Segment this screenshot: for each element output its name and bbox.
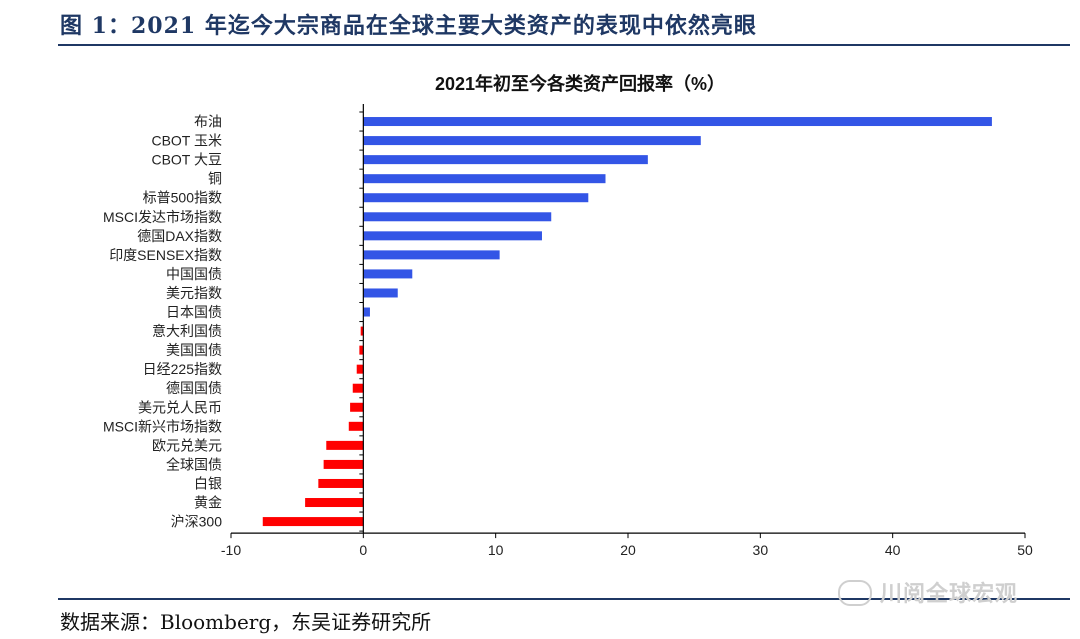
source-rule <box>58 598 1070 600</box>
bar <box>363 136 701 146</box>
bar <box>363 117 992 127</box>
category-label: 日经225指数 <box>143 361 222 377</box>
category-label: 全球国债 <box>166 456 222 472</box>
title-rule <box>58 44 1070 46</box>
chart-title: 2021年初至今各类资产回报率（%） <box>435 73 725 94</box>
bar-chart: 2021年初至今各类资产回报率（%） 布油 CBOT 玉米 CBOT 大豆铜标普50… <box>103 73 1033 558</box>
axes <box>230 104 1026 539</box>
x-tick-label: 20 <box>620 542 636 558</box>
watermark-text: 川阅全球宏观 <box>880 581 1019 606</box>
wechat-icon <box>838 580 872 607</box>
bar <box>318 478 364 488</box>
bar <box>348 421 364 431</box>
category-label: 标普500指数 <box>143 190 222 206</box>
bar <box>363 193 589 203</box>
x-tick-label: 50 <box>1017 542 1033 558</box>
bar <box>363 174 606 184</box>
category-label: 沪深300 <box>171 514 223 530</box>
category-label: MSCI发达市场指数 <box>103 209 222 225</box>
bar <box>305 498 364 508</box>
category-label: 印度SENSEX指数 <box>109 247 222 263</box>
x-tick-label: 10 <box>488 542 504 558</box>
x-tick-label: -10 <box>221 542 241 558</box>
category-label: CBOT 玉米 <box>151 133 222 149</box>
x-tick-label: 30 <box>753 542 769 558</box>
bar <box>356 364 364 374</box>
figure-title: 图 1：2021 年迄今大宗商品在全球主要大类资产的表现中依然亮眼 <box>60 13 757 39</box>
category-label: 美元兑人民币 <box>138 399 222 415</box>
category-label: 德国国债 <box>166 380 222 396</box>
bar <box>363 250 500 260</box>
x-tick-label: 0 <box>359 542 367 558</box>
bar <box>363 231 542 241</box>
bar <box>350 402 364 412</box>
category-label: 欧元兑美元 <box>152 437 222 453</box>
watermark: 川阅全球宏观 <box>838 576 1018 608</box>
category-label: 中国国债 <box>166 266 222 282</box>
bar <box>352 383 364 393</box>
bars-group <box>262 117 992 527</box>
category-label: 意大利国债 <box>152 323 222 339</box>
bar <box>326 440 364 450</box>
source-note: 数据来源：Bloomberg，东吴证券研究所 <box>60 610 432 634</box>
category-label: 美国国债 <box>166 342 222 358</box>
x-tick-labels: -10 0 10 20 30 40 50 <box>221 542 1033 558</box>
category-label: 布油 <box>194 114 222 130</box>
category-label: 白银 <box>194 475 222 491</box>
bar <box>262 517 364 527</box>
category-label: MSCI新兴市场指数 <box>103 418 222 434</box>
category-label: 日本国债 <box>166 304 222 320</box>
category-label: 美元指数 <box>166 285 222 301</box>
bar <box>360 326 364 336</box>
bar <box>363 307 370 317</box>
bar <box>363 288 398 298</box>
category-label: 德国DAX指数 <box>137 228 222 244</box>
bar <box>359 345 364 355</box>
category-label: 铜 <box>208 171 222 187</box>
x-tick-label: 40 <box>885 542 901 558</box>
bar <box>363 155 648 165</box>
category-label: 黄金 <box>194 495 222 511</box>
bar <box>323 459 364 469</box>
category-label: CBOT 大豆 <box>151 152 222 168</box>
bar <box>363 269 413 279</box>
bar <box>363 212 552 222</box>
